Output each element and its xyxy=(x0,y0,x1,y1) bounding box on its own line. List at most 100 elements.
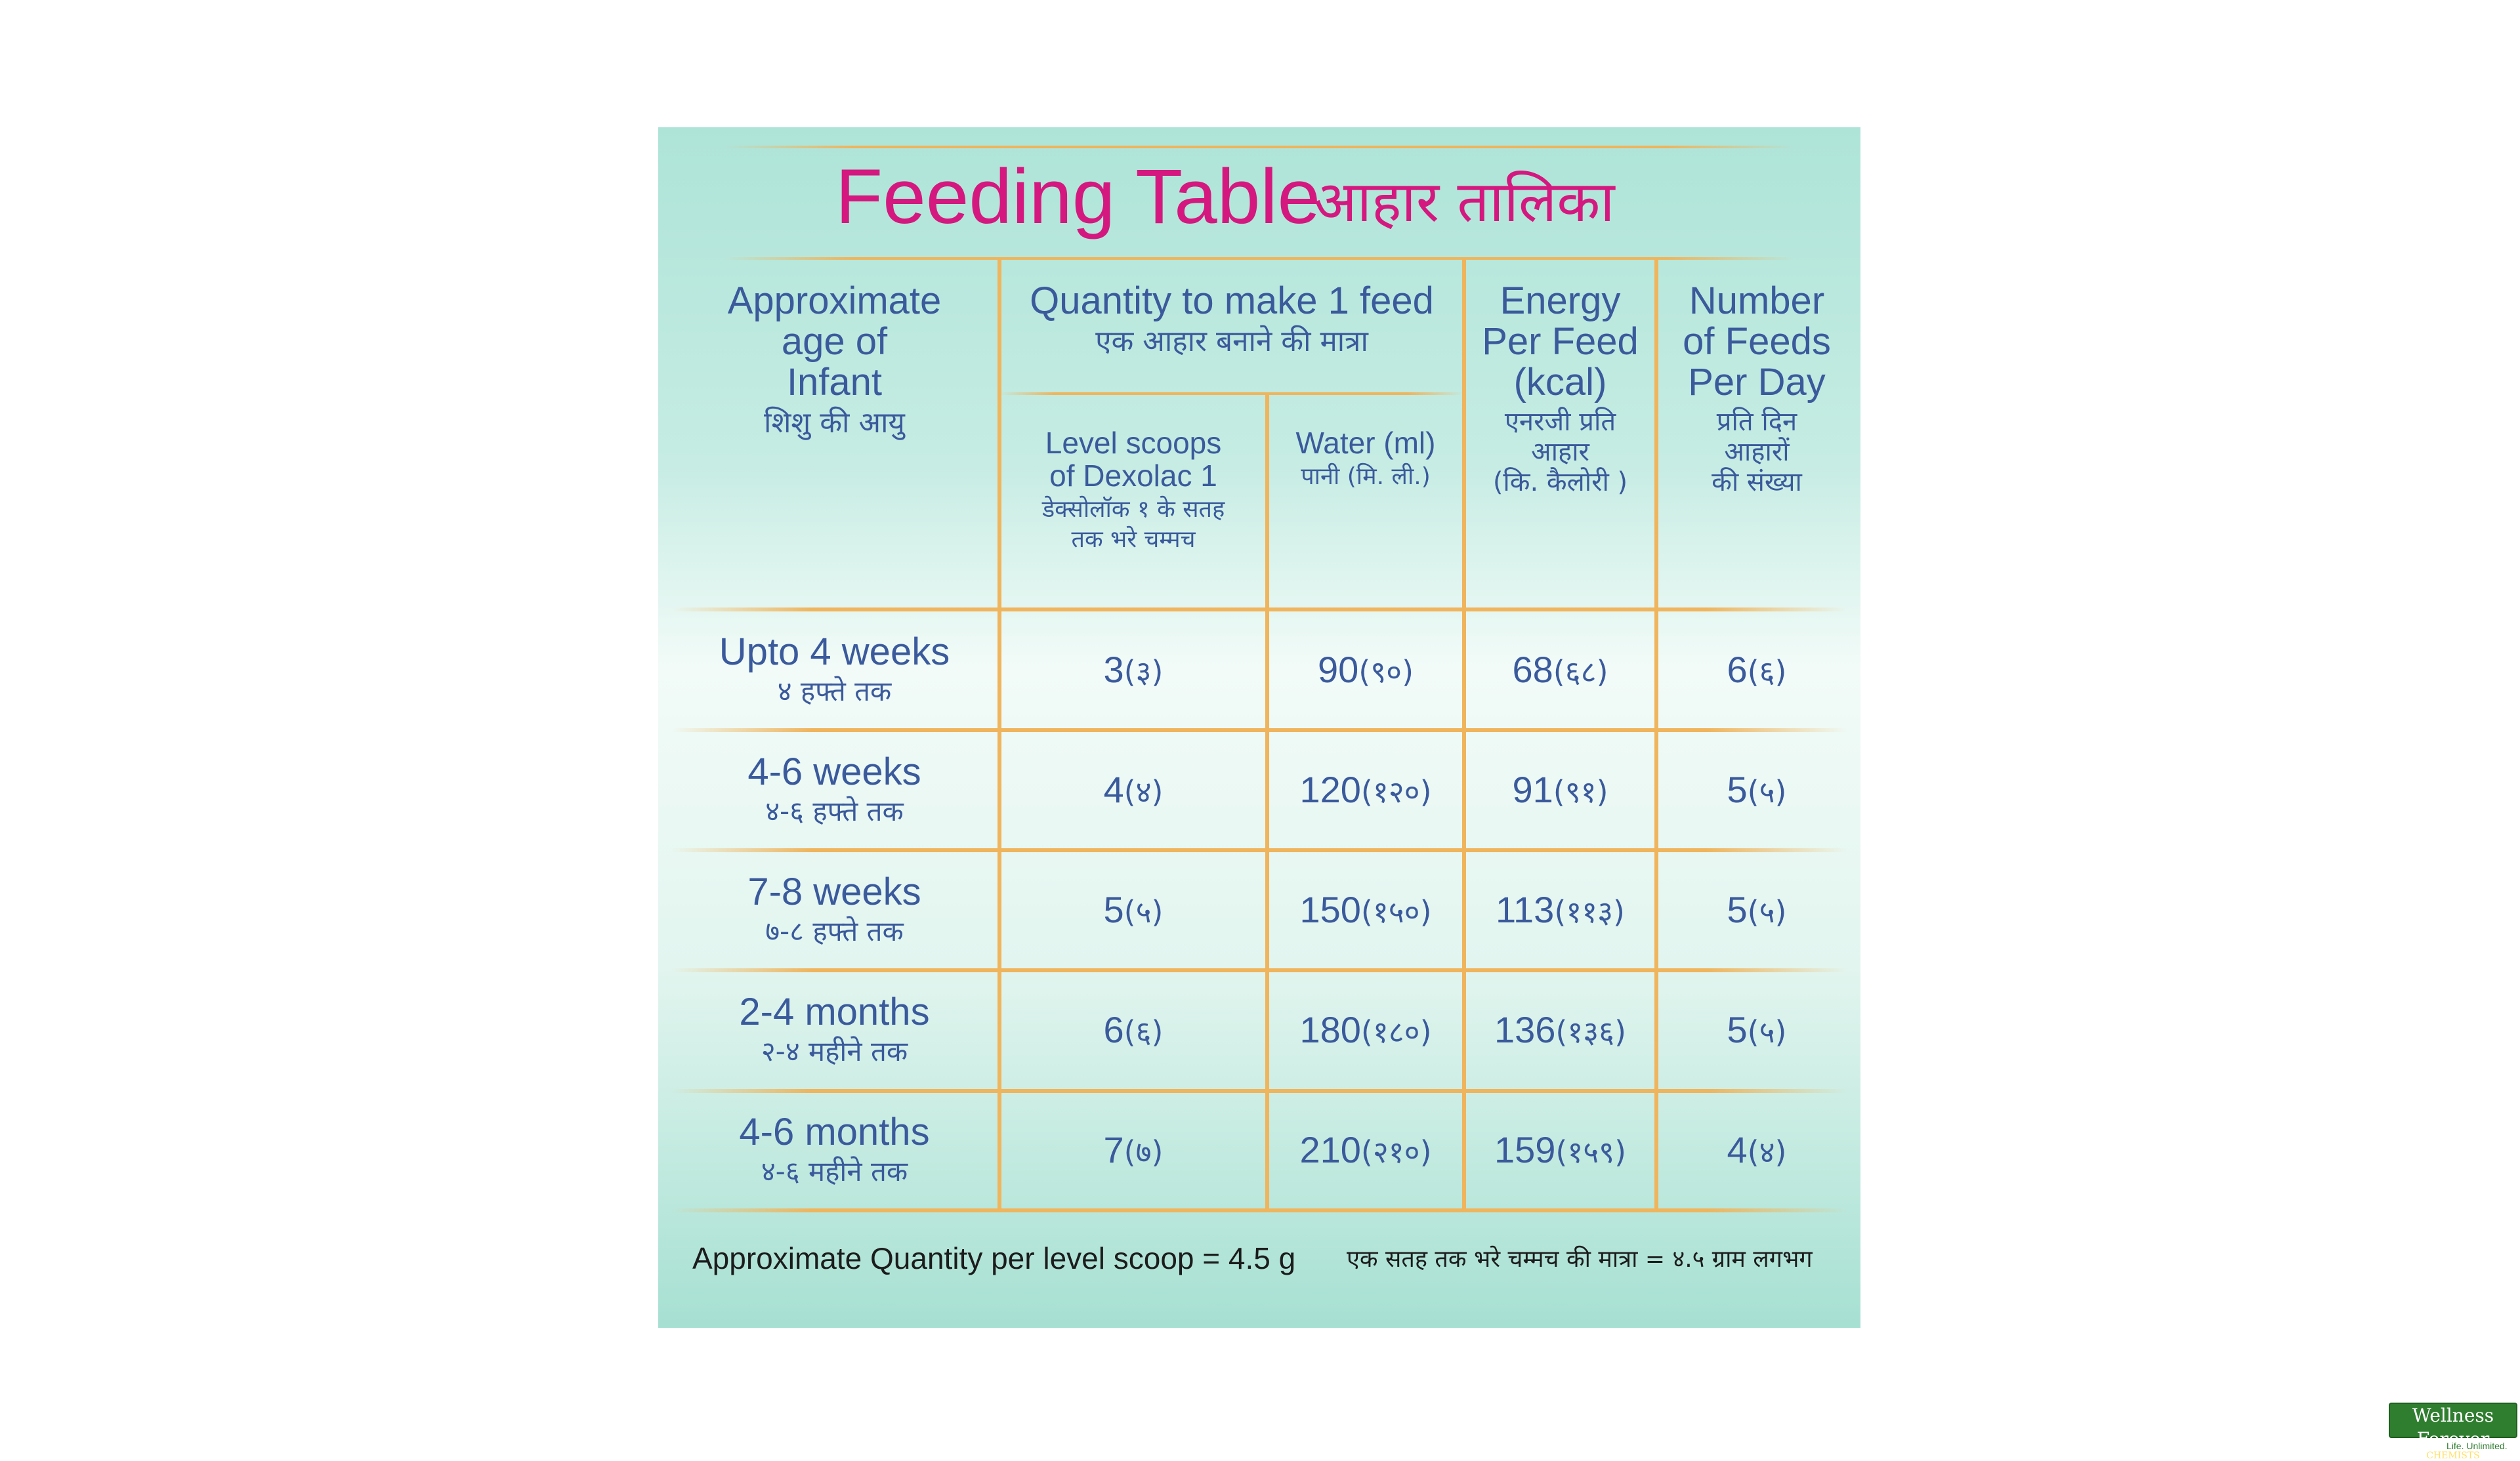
row-water-hindi-number: (९०) xyxy=(1358,653,1414,689)
row-feeds-number: 4 xyxy=(1727,1128,1748,1170)
header-bottom-rule xyxy=(671,607,1847,611)
row-water-cell: 90(९०) xyxy=(1269,613,1462,728)
header-feeds-line3: Per Day xyxy=(1688,361,1826,403)
row-scoops-hindi-number: (४) xyxy=(1124,773,1164,810)
row-water-cell: 150(१५०) xyxy=(1269,853,1462,968)
row-age-cell: 4-6 weeks ४-६ हफ्ते तक xyxy=(671,733,998,848)
title-top-rule xyxy=(724,146,1795,148)
row-feeds-number: 5 xyxy=(1727,888,1748,930)
row-water-cell: 180(१८०) xyxy=(1269,973,1462,1088)
header-feeds: Number of Feeds Per Day प्रति दिन आहारों… xyxy=(1658,279,1855,498)
row-energy-cell: 136(१३६) xyxy=(1466,973,1654,1088)
row-scoops-cell: 3(३) xyxy=(1001,613,1265,728)
row-water-value: 150(१५०) xyxy=(1299,889,1431,933)
row-water-value: 210(२१०) xyxy=(1299,1129,1431,1173)
row-water-number: 210 xyxy=(1299,1128,1361,1170)
row-water-value: 180(१८०) xyxy=(1299,1009,1431,1053)
brand-logo-sub: CHEMISTS xyxy=(2426,1451,2480,1461)
row-scoops-cell: 7(७) xyxy=(1001,1093,1265,1208)
row-energy-value: 113(११३) xyxy=(1496,889,1625,933)
header-energy-hindi-1: एनरजी प्रति xyxy=(1504,407,1616,437)
row-feeds-number: 5 xyxy=(1727,768,1748,810)
header-age-hindi: शिशु की आयु xyxy=(764,406,905,440)
scoop-weight-note: Approximate Quantity per level scoop = 4… xyxy=(692,1241,1296,1275)
header-scoops-line2: of Dexolac 1 xyxy=(1049,459,1217,493)
row-feeds-cell: 4(४) xyxy=(1658,1093,1855,1208)
row-energy-value: 136(१३६) xyxy=(1494,1009,1626,1053)
col-rule-2 xyxy=(1265,394,1269,1208)
row-age-cell: 7-8 weeks ७-८ हफ्ते तक xyxy=(671,853,998,968)
scoop-weight-note-hindi: एक सतह तक भरे चम्मच की मात्रा = ४.५ ग्रा… xyxy=(1347,1246,1813,1273)
col-rule-1 xyxy=(998,260,1001,1208)
header-scoops-line1: Level scoops xyxy=(1045,426,1222,460)
row-scoops-value: 6(६) xyxy=(1104,1009,1164,1053)
feeding-table-card xyxy=(658,127,1860,1328)
row-water-cell: 120(१२०) xyxy=(1269,733,1462,848)
header-feeds-line1: Number xyxy=(1689,279,1825,322)
row-water-number: 120 xyxy=(1299,768,1361,810)
row-age-cell: 4-6 months ४-६ महीने तक xyxy=(671,1093,998,1208)
header-energy-line3: (kcal) xyxy=(1513,361,1607,403)
row-water-value: 120(१२०) xyxy=(1299,769,1431,813)
row-scoops-number: 6 xyxy=(1103,1008,1124,1050)
header-age-line1: Approximate xyxy=(727,279,942,322)
row-feeds-value: 4(४) xyxy=(1727,1129,1787,1173)
row-energy-value: 68(६८) xyxy=(1512,649,1608,693)
row-scoops-number: 4 xyxy=(1103,768,1124,810)
row-feeds-cell: 6(६) xyxy=(1658,613,1855,728)
header-energy: Energy Per Feed (kcal) एनरजी प्रति आहार … xyxy=(1466,281,1654,498)
row-feeds-cell: 5(५) xyxy=(1658,853,1855,968)
row-water-cell: 210(२१०) xyxy=(1269,1093,1462,1208)
row-energy-value: 91(९१) xyxy=(1512,769,1608,813)
row-water-hindi-number: (१२०) xyxy=(1360,773,1432,810)
row-energy-number: 91 xyxy=(1512,768,1553,810)
header-energy-line2: Per Feed xyxy=(1482,320,1639,363)
row-scoops-value: 7(७) xyxy=(1104,1129,1164,1173)
row-scoops-value: 5(५) xyxy=(1104,889,1164,933)
row-water-hindi-number: (१८०) xyxy=(1360,1014,1432,1050)
row-scoops-hindi-number: (६) xyxy=(1124,1014,1164,1050)
row-energy-hindi-number: (१३६) xyxy=(1555,1014,1627,1050)
brand-logo: Wellness Forever CHEMISTS xyxy=(2389,1403,2517,1460)
row-energy-cell: 91(९१) xyxy=(1466,733,1654,848)
header-feeds-hindi-2: आहारों xyxy=(1724,437,1790,467)
header-quantity-english: Quantity to make 1 feed xyxy=(1030,279,1434,322)
row-water-number: 150 xyxy=(1299,888,1361,930)
row-feeds-cell: 5(५) xyxy=(1658,733,1855,848)
row-water-value: 90(९०) xyxy=(1318,649,1414,693)
row-energy-hindi-number: (१५९) xyxy=(1555,1134,1627,1170)
row-age-hindi: २-४ महीने तक xyxy=(761,1035,908,1067)
header-quantity: Quantity to make 1 feed एक आहार बनाने की… xyxy=(1001,281,1462,358)
row-feeds-hindi-number: (५) xyxy=(1747,1014,1787,1050)
row-energy-cell: 113(११३) xyxy=(1466,853,1654,968)
header-water-english: Water (ml) xyxy=(1295,426,1436,460)
row-age-hindi: ४-६ हफ्ते तक xyxy=(765,795,904,827)
row-water-number: 90 xyxy=(1317,648,1359,690)
row-energy-number: 113 xyxy=(1496,888,1555,930)
row-scoops-cell: 4(४) xyxy=(1001,733,1265,848)
row-water-number: 180 xyxy=(1299,1008,1361,1050)
row-rule-1 xyxy=(671,728,1847,732)
row-scoops-number: 7 xyxy=(1103,1128,1124,1170)
brand-logo-name: Wellness Forever xyxy=(2412,1405,2494,1450)
row-water-hindi-number: (२१०) xyxy=(1360,1134,1432,1170)
header-feeds-line2: of Feeds xyxy=(1683,320,1831,363)
header-scoops-hindi-1: डेक्सोलॉक १ के सतह xyxy=(1041,496,1225,523)
row-energy-cell: 159(१५९) xyxy=(1466,1093,1654,1208)
row-age-cell: Upto 4 weeks ४ हफ्ते तक xyxy=(671,613,998,728)
title-bottom-rule xyxy=(724,257,1795,260)
title-english: Feeding Table xyxy=(835,154,1321,240)
quantity-subheader-rule xyxy=(999,392,1463,395)
row-energy-number: 159 xyxy=(1494,1128,1556,1170)
row-scoops-number: 5 xyxy=(1103,888,1124,930)
row-age-hindi: ७-८ हफ्ते तक xyxy=(765,915,904,947)
row-scoops-number: 3 xyxy=(1103,648,1124,690)
row-energy-value: 159(१५९) xyxy=(1494,1129,1626,1173)
title-hindi: आहार तालिका xyxy=(1314,169,1615,235)
row-feeds-value: 5(५) xyxy=(1727,1009,1787,1053)
header-feeds-hindi-3: की संख्या xyxy=(1712,467,1802,497)
brand-tagline: Life. Unlimited. xyxy=(2446,1441,2508,1451)
row-age-english: Upto 4 weeks xyxy=(719,630,950,673)
row-rule-3 xyxy=(671,968,1847,972)
row-feeds-value: 6(६) xyxy=(1727,649,1787,693)
